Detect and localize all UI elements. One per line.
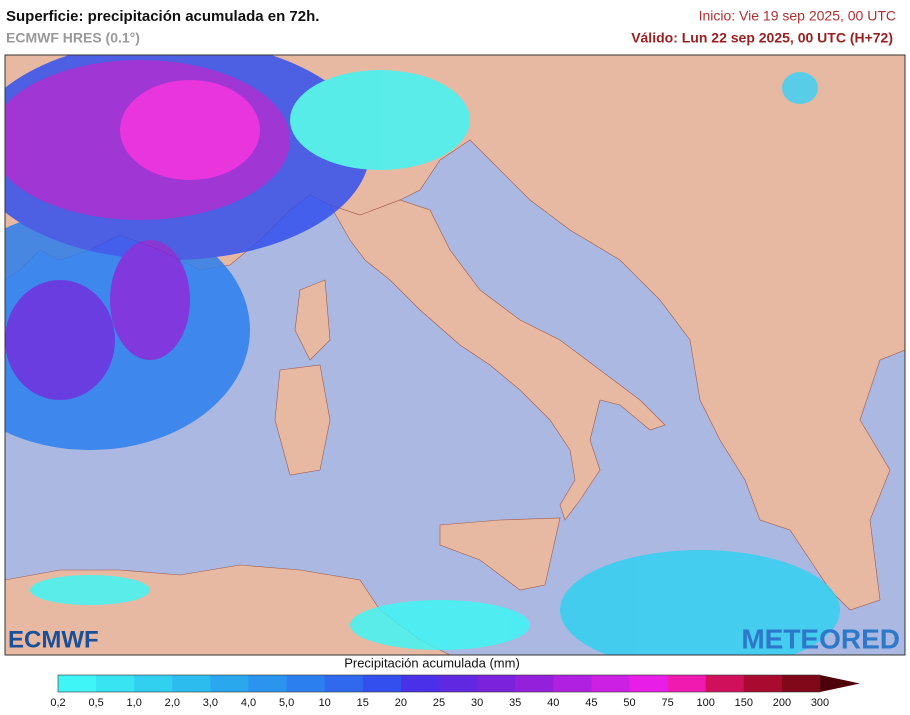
start-time: Inicio: Vie 19 sep 2025, 00 UTC <box>699 8 896 24</box>
legend-swatch <box>515 675 554 692</box>
legend-label: 20 <box>395 697 407 709</box>
sardinia <box>274 364 331 476</box>
map-frame <box>4 54 906 656</box>
legend-swatch <box>248 675 288 692</box>
legend-label: 30 <box>471 697 483 709</box>
legend-swatch <box>324 675 364 692</box>
legend-label: 35 <box>509 697 521 709</box>
valid-time: Válido: Lun 22 sep 2025, 00 UTC (H+72) <box>631 30 893 46</box>
italy <box>329 199 666 521</box>
legend-label: 2,0 <box>165 697 180 709</box>
legend-label: 45 <box>585 697 597 709</box>
legend-title: Precipitación acumulada (mm) <box>344 655 520 670</box>
legend-label: 15 <box>357 697 369 709</box>
legend-label: 5,0 <box>279 697 294 709</box>
legend-swatch <box>286 675 326 692</box>
legend-swatch <box>400 675 440 692</box>
legend-label: 200 <box>773 697 791 709</box>
legend-swatch <box>629 675 669 692</box>
legend-label: 10 <box>319 697 331 709</box>
legend-swatch <box>705 675 745 692</box>
rain-area <box>560 550 840 655</box>
legend-label: 0,5 <box>88 697 103 709</box>
precipitation <box>5 55 840 655</box>
legend-swatch <box>743 675 783 692</box>
legend-swatch <box>781 675 821 692</box>
legend-swatch <box>667 675 707 692</box>
rain-area <box>350 600 530 650</box>
legend-swatch <box>439 675 478 692</box>
legend-swatch <box>553 675 592 692</box>
corsica <box>294 279 331 361</box>
rain-area <box>5 280 115 400</box>
model: ECMWF HRES (0.1°) <box>6 30 140 46</box>
legend-label: 3,0 <box>203 697 218 709</box>
rain-area <box>782 72 818 104</box>
rain-area <box>290 70 470 170</box>
legend-label: 1,0 <box>127 697 142 709</box>
legend-label: 25 <box>433 697 445 709</box>
legend-label: 75 <box>661 697 673 709</box>
legend-swatch <box>591 675 630 692</box>
legend-swatch <box>58 675 97 692</box>
legend-label: 4,0 <box>241 697 256 709</box>
title: Superficie: precipitación acumulada en 7… <box>6 8 319 25</box>
legend-label: 150 <box>735 697 753 709</box>
legend-label: 50 <box>623 697 635 709</box>
legend-swatch <box>172 675 211 692</box>
legend-swatch <box>210 675 249 692</box>
legend-label: 40 <box>547 697 559 709</box>
logo-meteored: METEORED <box>741 623 900 654</box>
legend-frame <box>57 674 821 693</box>
rain-area <box>120 80 260 180</box>
legend-swatch <box>134 675 173 692</box>
rain-area <box>110 240 190 360</box>
map: ECMWF METEORED <box>4 54 906 656</box>
legend-swatch <box>477 675 516 692</box>
sicily <box>439 517 561 591</box>
legend-swatch <box>96 675 135 692</box>
legend-swatch <box>362 675 402 692</box>
legend-label: 0,2 <box>50 697 65 709</box>
rain-area <box>30 575 150 605</box>
logo-ecmwf: ECMWF <box>8 626 99 653</box>
legend: Precipitación acumulada (mm) 0,2 0,5 1,0 2,… <box>50 655 860 709</box>
legend-label: 300 <box>811 697 829 709</box>
legend-label: 100 <box>697 697 715 709</box>
legend-arrow <box>820 675 860 692</box>
